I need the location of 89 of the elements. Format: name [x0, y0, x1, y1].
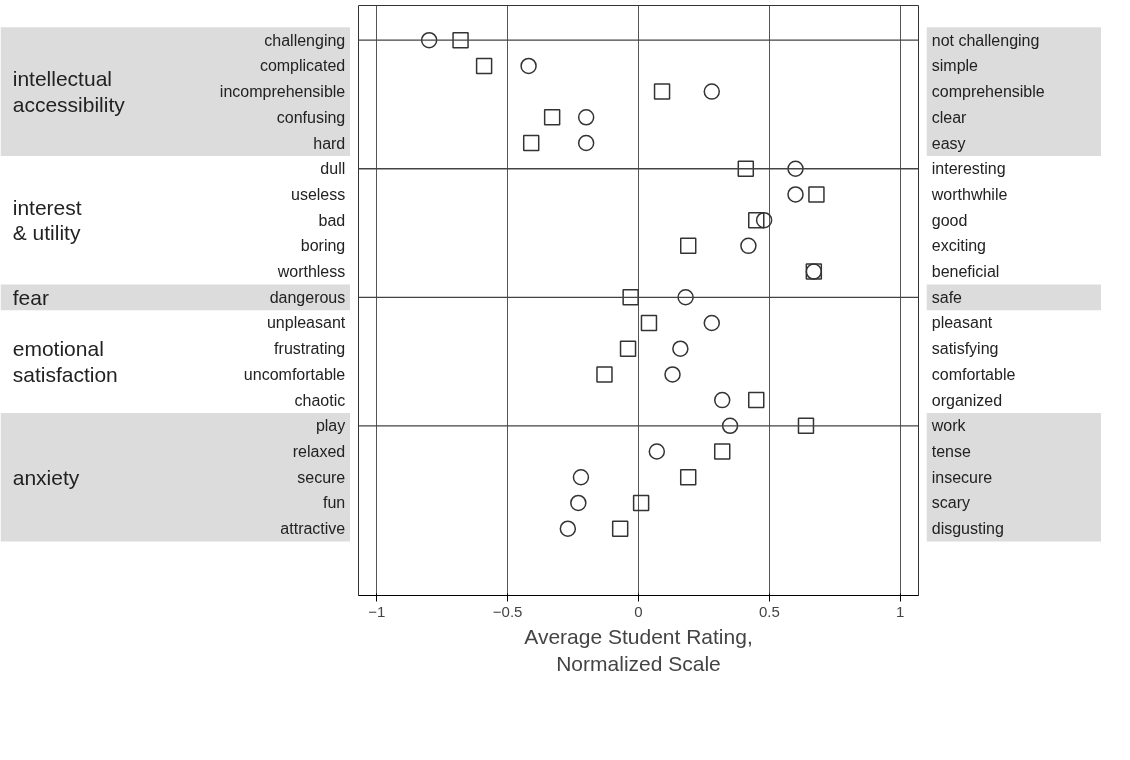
point [653, 83, 671, 100]
y-tick-label: incomprehensible [219, 83, 346, 101]
y-tick-label: frustrating [274, 340, 346, 358]
y-tick-label: hard [313, 134, 346, 152]
y-tick-label: dangerous [269, 288, 346, 306]
y-tick-label: secure [297, 468, 346, 486]
y-tick-label: chaotic [294, 391, 346, 409]
point [596, 366, 613, 383]
y2-tick-label: disgusting [931, 520, 1004, 538]
y-tick-label: complicated [259, 57, 346, 75]
y2-tick-label: comprehensible [931, 83, 1045, 101]
text: emotional satisfaction [12, 337, 118, 386]
y-tick-label: confusing [276, 108, 346, 126]
y2-tick-label: exciting [931, 237, 986, 255]
point [808, 186, 825, 203]
y2-tick-label: clear [931, 108, 968, 126]
point [572, 469, 590, 486]
y2-tick-label: work [930, 417, 967, 435]
y-tick-label: worthless [276, 263, 346, 281]
point [570, 494, 587, 512]
x-axis-title: Average Student Rating, Normalized Scale [524, 624, 753, 676]
point [672, 340, 689, 357]
point [755, 211, 773, 229]
y2-tick-label: pleasant [931, 314, 993, 332]
y-tick-label: attractive [280, 520, 346, 538]
point [559, 520, 577, 537]
point [787, 160, 804, 177]
point [622, 289, 639, 306]
y2-tick-label: insecure [931, 468, 993, 486]
point [543, 109, 561, 126]
point [632, 494, 650, 512]
y2-tick-label: interesting [931, 160, 1006, 178]
point [679, 237, 697, 255]
y-tick-label: relaxed [292, 443, 346, 461]
point [522, 134, 540, 152]
y-tick-label: unpleasant [266, 314, 346, 332]
point [677, 289, 694, 306]
y2-tick-label: comfortable [931, 365, 1016, 383]
y-tick-label: challenging [264, 31, 346, 49]
point [452, 31, 469, 49]
text: intellectual accessibility [12, 67, 126, 116]
text: interest & utility [12, 196, 82, 245]
y-tick-label: play [315, 417, 346, 435]
y-tick-label: bad [318, 211, 346, 229]
point [577, 109, 595, 126]
y2-tick-label: safe [931, 288, 963, 306]
y2-tick-label: organized [931, 391, 1003, 409]
y2-tick-label: worthwhile [930, 185, 1008, 203]
point [648, 443, 666, 460]
x-tick-label: −1 [368, 602, 386, 620]
x-tick-label: 1 [896, 602, 905, 620]
point [713, 443, 731, 460]
y2-tick-label: satisfying [931, 340, 999, 358]
text: fear [12, 285, 49, 309]
point [740, 237, 757, 255]
point [619, 340, 637, 357]
y-tick-label: boring [300, 237, 346, 255]
x-tick-label: 0.5 [758, 602, 780, 620]
point [577, 134, 595, 152]
point [664, 366, 681, 383]
y-tick-label: dull [320, 160, 346, 178]
y2-tick-label: tense [931, 443, 971, 461]
y2-tick-label: scary [931, 494, 970, 512]
point [721, 417, 739, 435]
x-tick-label: −0.5 [492, 602, 523, 620]
point [679, 468, 697, 486]
y2-tick-label: good [931, 211, 968, 229]
text: anxiety [12, 465, 80, 489]
point [748, 211, 765, 229]
point [748, 391, 765, 409]
x-tick-label: 0 [634, 602, 643, 620]
y2-tick-label: easy [931, 134, 966, 152]
point [420, 31, 438, 49]
y-tick-label: fun [323, 494, 346, 512]
point [737, 160, 755, 177]
point [611, 520, 629, 537]
point [703, 314, 721, 332]
y-tick-label: uncomfortable [243, 365, 346, 383]
point [797, 417, 815, 435]
point [713, 391, 731, 409]
y-tick-label: useless [291, 185, 346, 203]
point [475, 57, 493, 75]
y2-tick-label: simple [931, 57, 979, 75]
point [640, 314, 658, 332]
y2-tick-label: not challenging [931, 31, 1040, 49]
point [787, 186, 804, 203]
point [520, 57, 537, 75]
y2-tick-label: beneficial [931, 263, 1000, 281]
point [703, 83, 721, 100]
